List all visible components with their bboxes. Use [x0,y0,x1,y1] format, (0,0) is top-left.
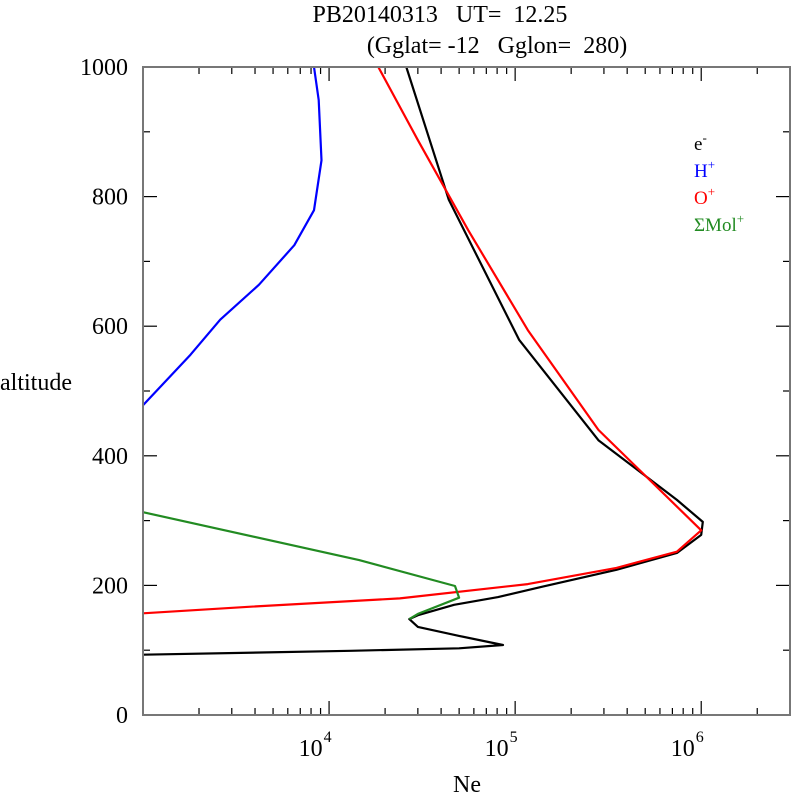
x-tick-label: 106 [671,729,704,762]
chart-title-line1: PB20140313 UT= 12.25 [313,2,568,28]
series-layer [142,66,704,656]
y-tick-label: 200 [92,573,128,599]
series-line-1 [142,66,323,407]
plot-frame [142,66,791,716]
legend-sup: + [708,184,715,199]
legend-sup: + [708,157,715,172]
y-tick-label: 400 [92,444,128,470]
series-line-3 [142,511,461,621]
legend: e-H+O+ΣMol+ [694,130,744,236]
legend-item-1: H+ [694,157,715,182]
legend-item-0: e- [694,130,707,155]
y-axis-label: altitude [0,370,72,396]
y-tick-labels: 0 200 400 600 800 1000 [80,55,128,729]
legend-item-3: ΣMol+ [694,211,744,236]
y-tick-label: 800 [92,185,128,211]
ticks-layer [142,66,791,716]
x-axis-label: Ne [453,772,481,796]
y-tick-label: 0 [116,703,128,729]
series-line-0 [142,66,704,656]
x-tick-labels: 104 105 106 [299,729,704,762]
legend-item-2: O+ [694,184,715,209]
chart-title-line2: (Gglat= -12 Gglon= 280) [367,33,627,59]
x-tick-label: 104 [299,729,332,762]
y-tick-label: 600 [92,314,128,340]
series-line-2 [142,66,703,615]
y-tick-label: 1000 [80,55,128,81]
x-tick-exponent: 6 [696,729,704,746]
legend-sup: + [737,211,744,226]
x-tick-label: 105 [485,729,518,762]
legend-sup: - [702,130,706,145]
x-tick-exponent: 5 [510,729,518,746]
x-tick-exponent: 4 [324,729,332,746]
